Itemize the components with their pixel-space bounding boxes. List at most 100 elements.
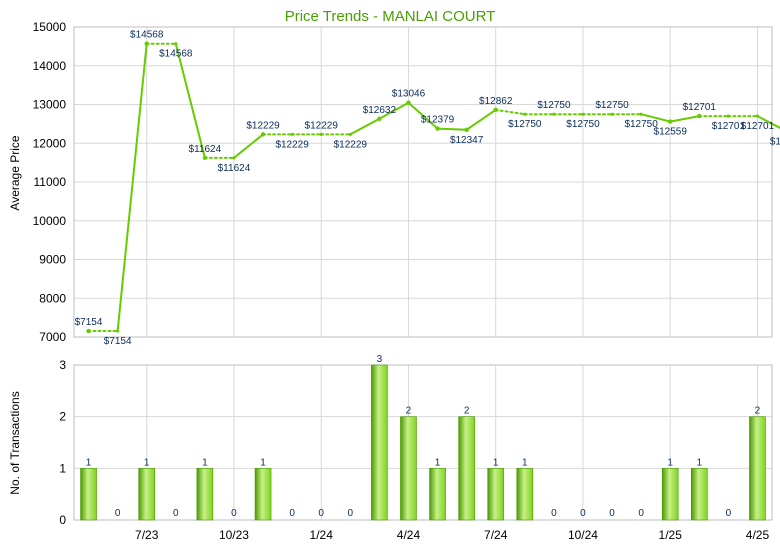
price-segment (116, 42, 148, 333)
price-plot-frame (73, 26, 773, 338)
price-point (435, 126, 440, 131)
x-tick-label: 1/25 (659, 528, 683, 542)
price-segment (232, 133, 265, 159)
transaction-count-label: 0 (318, 508, 324, 519)
transaction-count-label: 0 (726, 508, 732, 519)
transaction-count-label: 0 (638, 508, 644, 519)
price-segment-dotted (494, 108, 526, 116)
price-point (406, 100, 411, 105)
transactions-y-ticks: 0 1 2 3 (59, 358, 66, 527)
price-data-label: $14568 (159, 49, 193, 60)
transactions-y-tick-label: 1 (59, 461, 66, 475)
transaction-bar (400, 416, 417, 521)
price-point (232, 156, 236, 160)
price-data-label: $12701 (683, 102, 717, 113)
x-tick-label: 7/23 (135, 528, 159, 542)
price-point (144, 41, 149, 46)
price-y-tick-label: 8000 (39, 291, 66, 305)
price-data-label: $12229 (275, 139, 309, 150)
x-tick-label: 10/23 (219, 528, 249, 542)
price-point (86, 328, 91, 334)
price-segment (669, 115, 701, 123)
x-tick-label: 7/24 (484, 528, 508, 542)
price-point (290, 132, 294, 136)
transaction-count-label: 0 (289, 508, 295, 519)
transaction-count-label: 0 (348, 508, 354, 519)
price-segment (378, 101, 410, 120)
price-point (493, 107, 498, 113)
price-point (755, 114, 760, 118)
transaction-count-label: 1 (202, 457, 208, 468)
transactions-y-axis-label: No. of Transactions (8, 391, 22, 494)
price-y-tick-label: 11000 (34, 175, 67, 189)
price-data-label: $11624 (189, 144, 222, 155)
transactions-y-tick-label: 0 (59, 513, 66, 527)
transaction-count-label: 0 (609, 508, 615, 519)
transaction-count-label: 2 (464, 406, 470, 417)
price-data-label: $12701 (712, 121, 746, 132)
x-tick-label: 10/24 (568, 528, 598, 542)
price-segment (640, 113, 672, 123)
transaction-bars (80, 364, 766, 521)
transaction-bar (196, 468, 214, 521)
transaction-count-label: 0 (173, 508, 179, 519)
price-point (668, 119, 673, 124)
transaction-count-label: 1 (260, 457, 266, 468)
transaction-count-label: 1 (493, 457, 499, 468)
price-data-label: $12229 (334, 139, 368, 150)
transaction-bar (138, 468, 156, 521)
transaction-bar (458, 416, 475, 521)
transaction-count-label: 1 (86, 457, 92, 468)
price-segment (349, 117, 381, 136)
price-data-label: $12347 (450, 135, 484, 146)
price-point (116, 329, 120, 333)
price-point (464, 127, 469, 133)
transaction-bar (690, 468, 708, 521)
price-segment (465, 108, 497, 131)
transaction-count-labels: 1 0 1 0 1 0 1 0 0 0 3 2 1 2 1 1 0 0 0 0 1 1 0 2 (86, 354, 761, 519)
transaction-count-label: 0 (115, 508, 121, 519)
price-y-tick-label: 12000 (33, 136, 67, 150)
price-data-label: $12229 (305, 120, 339, 131)
transaction-count-label: 2 (406, 406, 412, 417)
price-y-tick-label: 7000 (39, 330, 66, 344)
transaction-bar (487, 468, 505, 521)
transactions-plot-frame (73, 364, 773, 521)
transaction-count-label: 2 (755, 406, 761, 417)
transaction-bar (749, 416, 766, 521)
price-data-label: $12379 (421, 115, 455, 126)
price-point (202, 155, 208, 161)
price-data-label: $12862 (479, 96, 513, 107)
transaction-bar (80, 468, 97, 521)
transaction-count-label: 1 (144, 457, 150, 468)
transaction-bar (254, 468, 272, 521)
transactions-y-tick-label: 2 (59, 410, 66, 424)
x-tick-label: 4/24 (397, 528, 421, 542)
price-data-label: $12750 (566, 119, 600, 130)
price-data-label: $12308 (770, 136, 780, 147)
transaction-bar (429, 468, 446, 521)
price-data-label: $12229 (246, 120, 280, 131)
price-grid (74, 26, 772, 338)
price-data-label: $12559 (654, 127, 688, 138)
transaction-count-label: 0 (551, 508, 557, 519)
price-segment (407, 101, 439, 130)
price-series-line (87, 42, 780, 333)
price-point (610, 112, 614, 116)
price-data-label: $12701 (741, 121, 775, 132)
price-y-tick-label: 13000 (33, 98, 67, 112)
price-point (319, 132, 323, 136)
price-data-label: $13046 (392, 89, 426, 100)
price-y-tick-label: 14000 (33, 59, 67, 73)
price-point (639, 112, 643, 116)
price-segment (756, 115, 780, 130)
price-y-tick-label: 15000 (33, 20, 67, 34)
price-y-ticks: 7000 8000 9000 10000 11000 12000 13000 14000 150… (33, 20, 67, 344)
price-point (523, 112, 527, 116)
x-tick-label: 1/24 (310, 528, 334, 542)
price-data-label: $12632 (363, 105, 397, 116)
price-point (348, 132, 352, 136)
price-y-tick-label: 9000 (39, 253, 66, 267)
price-y-axis-label: Average Price (8, 135, 22, 210)
